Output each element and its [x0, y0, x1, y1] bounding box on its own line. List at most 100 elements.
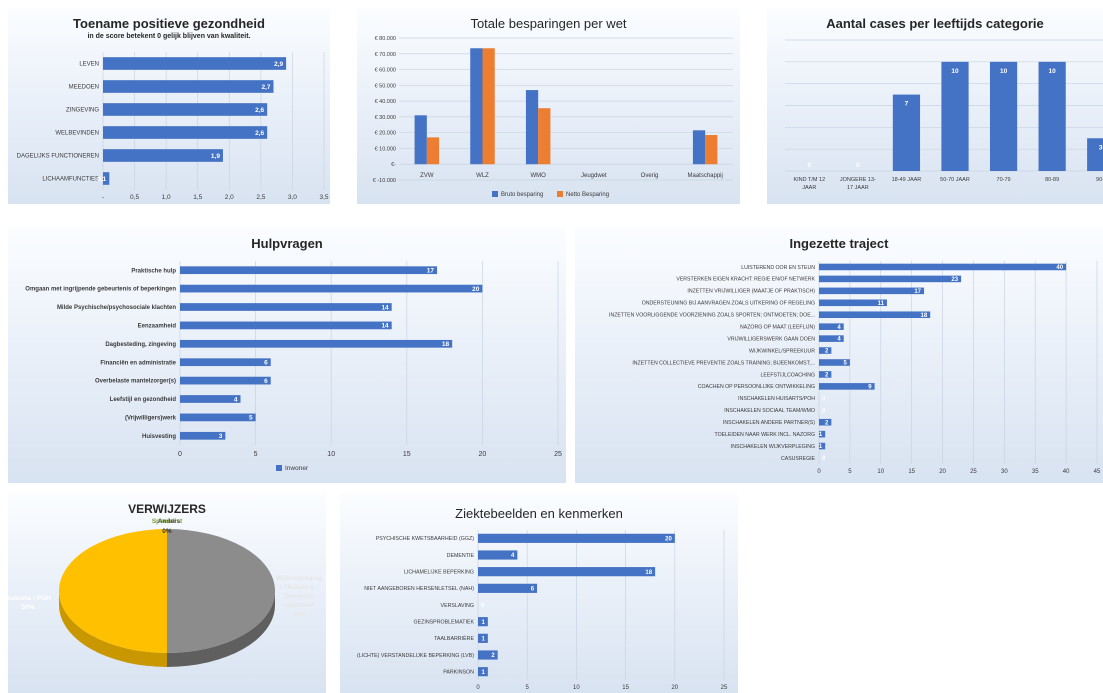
data-label: 11 — [878, 301, 885, 307]
legend-swatch — [276, 465, 282, 471]
data-label: 0 — [807, 162, 811, 169]
category-label: 80-89 — [1045, 177, 1059, 183]
category-label: Leefstijl en gezondheid — [110, 397, 177, 403]
data-label: 3 — [219, 433, 223, 440]
category-label: 70-79 — [997, 177, 1011, 183]
bar — [1038, 61, 1066, 172]
bar — [989, 61, 1018, 172]
data-label: 1 — [481, 620, 485, 626]
data-label: 4 — [234, 396, 238, 403]
y-tick-label: € 50.000 — [375, 83, 396, 89]
y-tick-label: €- — [391, 162, 396, 168]
chart-panel-besparingen: Totale besparingen per wet € -10.000 €- € … — [357, 8, 740, 204]
data-label: 2,6 — [255, 130, 264, 137]
y-tick-label: € 10.000 — [375, 146, 396, 152]
category-label: VERSTERKEN EIGEN KRACHT: REGIE EN/OF NET… — [676, 277, 815, 283]
category-label: 17 JAAR — [847, 185, 869, 191]
x-tick-label: 15 — [622, 685, 629, 691]
data-label: 1 — [481, 670, 485, 676]
chart-title: Totale besparingen per wet — [470, 16, 627, 31]
data-label: 18 — [442, 341, 450, 348]
category-label: Milde Psychische/psychosociale klachten — [57, 305, 176, 311]
x-tick-label: 5 — [526, 685, 530, 691]
category-label: KIND T/M 12 — [793, 177, 825, 183]
bar — [180, 339, 453, 348]
chart-panel-cases: Aantal cases per leeftijds categorie 0 KI… — [767, 8, 1103, 204]
x-tick-label: 25 — [970, 469, 977, 475]
chart-title: Ingezette traject — [789, 236, 889, 251]
bar-bruto — [414, 115, 427, 165]
bar-chart-toename: - 0,5 1,0 1,5 2,0 2,5 3,0 3,5 LEVEN 2,9 MEEDOEN 2,7… — [17, 52, 329, 201]
bar — [103, 126, 268, 139]
x-tick-label: 0,5 — [130, 194, 139, 201]
category-label: Jeugdwet — [581, 173, 607, 179]
category-label: 90+ — [1096, 177, 1103, 183]
bar — [180, 413, 256, 422]
chart-subtitle: in de score betekent 0 gelijk blijven va… — [87, 33, 251, 40]
data-label: 10 — [1049, 68, 1057, 75]
y-tick-label: € 60.000 — [375, 68, 396, 74]
data-label: 23 — [951, 277, 958, 283]
category-label: WELBEVINDEN — [55, 131, 99, 137]
data-label: 7 — [905, 101, 909, 108]
category-label: ZINGEVING — [66, 108, 99, 114]
bar — [180, 431, 226, 440]
slice-label: Specialist — [152, 518, 183, 525]
category-label: ONDERSTEUNING BIJ AANVRAGEN ZOALS UITKER… — [642, 301, 815, 307]
chart-panel-hulpvragen: Hulpvragen 0 5 10 15 20 25 Praktische hulp 17 Om… — [8, 227, 566, 483]
x-tick-label: 5 — [848, 469, 852, 475]
y-tick-label: € 70.000 — [375, 52, 396, 58]
data-label: 6 — [264, 359, 268, 366]
category-label: INZETTEN COLLECTIEVE PREVENTIE ZOALS TRA… — [632, 360, 815, 366]
x-tick-label: 5 — [254, 451, 258, 458]
data-label: 1 — [481, 636, 485, 642]
x-tick-label: 35 — [1032, 469, 1039, 475]
data-label: 0,1 — [97, 176, 106, 183]
category-label: VRIJWILLIGERSWERK GAAN DOEN — [727, 336, 815, 342]
y-tick-label: € -10.000 — [373, 178, 396, 184]
x-tick-label: 2,5 — [256, 194, 265, 201]
category-label: 50-70 JAAR — [940, 177, 970, 183]
chart-panel-verwijzers: VERWIJZERS Huisarts / POH 50% Wijkverplegi… — [8, 493, 326, 693]
bar-chart-besparingen: € -10.000 €- € 10.000 € 20.000 € 30.000 € 40.… — [373, 36, 733, 198]
data-label: 1,9 — [211, 153, 220, 160]
data-label: 20 — [665, 536, 672, 542]
category-label: Overbelaste mantelzorger(s) — [95, 379, 176, 385]
bar — [478, 567, 656, 577]
category-label: LICHAAMFUNCTIES — [42, 177, 99, 183]
bar — [180, 303, 392, 311]
x-tick-label: 15 — [403, 451, 411, 458]
slice-label: Anders — [158, 518, 181, 525]
x-tick-label: 20 — [939, 469, 946, 475]
category-label: INZETTEN VRIJWILLIGER (MAATJE OF PRAKTIS… — [687, 289, 815, 295]
data-label: 4 — [837, 325, 841, 331]
category-label: LEEFSTIJLCOACHING — [761, 372, 815, 378]
bar — [892, 94, 921, 171]
x-tick-label: 1,0 — [162, 194, 171, 201]
bar — [819, 359, 850, 366]
category-label: LICHAMELIJKE BEPERKING — [404, 570, 474, 576]
chart-title: Hulpvragen — [251, 236, 323, 251]
category-label: TOELEIDEN NAAR WERK INCL. NAZORG — [715, 432, 816, 438]
x-tick-label: 0 — [817, 469, 821, 475]
slice-label: consulent — [284, 602, 316, 609]
chart-panel-traject: Ingezette traject 0 5 10 15 20 25 30 35 40 45 LUIS… — [575, 227, 1103, 483]
slice-label: Huisarts / POH — [8, 595, 51, 602]
bar — [180, 266, 438, 275]
slice-label: 50% — [21, 604, 34, 611]
pie-slice-wijkverpleging — [167, 529, 275, 653]
bar — [819, 430, 826, 438]
category-label: COACHEN OP PERSOONLIJKE ONTWIKKELING — [698, 384, 815, 390]
chart-title: Aantal cases per leeftijds categorie — [826, 16, 1044, 31]
y-tick-label: € 30.000 — [375, 115, 396, 121]
category-label: NIET AANGEBOREN HERSENLETSEL (NAH) — [364, 586, 474, 592]
bar-netto — [705, 135, 718, 165]
data-label: 1 — [819, 444, 823, 450]
legend-label: Netto Besparing — [566, 192, 609, 198]
bar — [478, 650, 498, 660]
bar — [819, 442, 826, 450]
data-label: 17 — [427, 267, 435, 274]
category-label: JAAR — [802, 185, 816, 191]
